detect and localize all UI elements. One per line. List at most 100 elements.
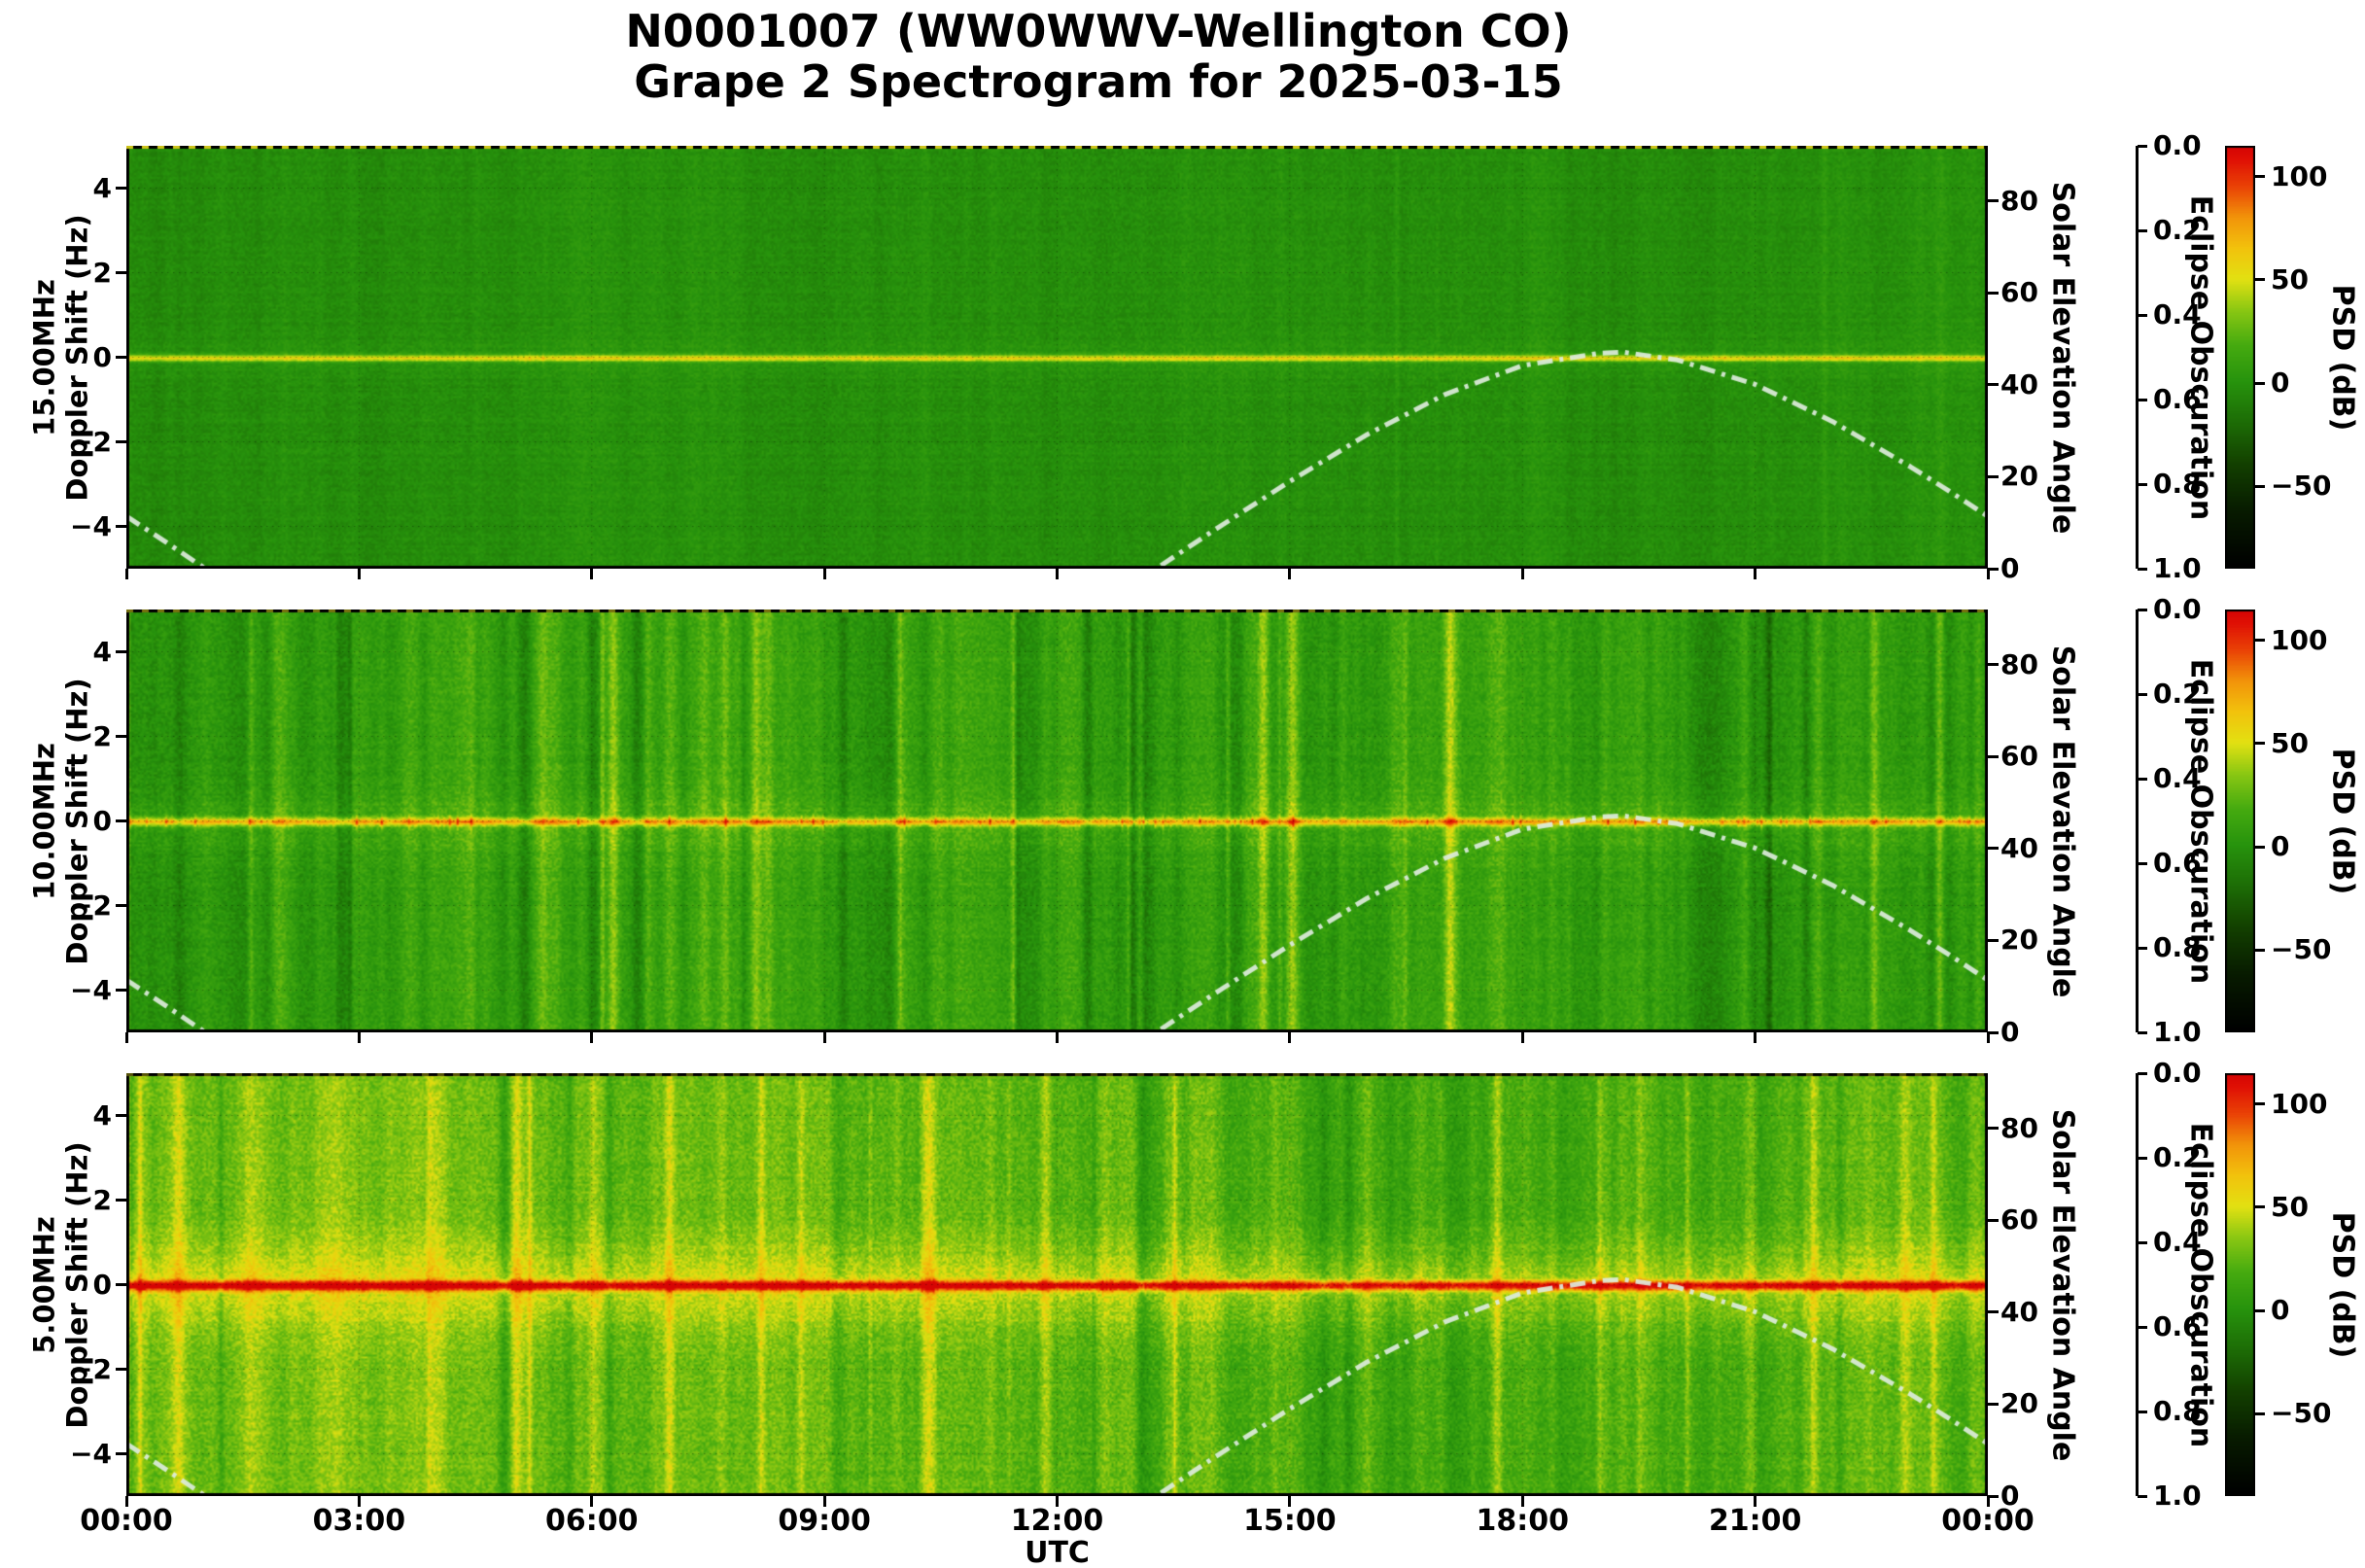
utc-tick-mark bbox=[1056, 569, 1059, 579]
solar-tick-label: 20 bbox=[2000, 460, 2038, 493]
eclipse-tick-mark bbox=[2138, 1325, 2147, 1329]
utc-tick-mark bbox=[1754, 1032, 1757, 1043]
doppler-tick-label: 2 bbox=[92, 719, 112, 752]
utc-tick-label: 12:00 bbox=[1010, 1504, 1104, 1538]
utc-tick-mark bbox=[822, 569, 826, 579]
solar-tick-label: 80 bbox=[2000, 1111, 2038, 1144]
utc-tick-mark bbox=[1288, 1032, 1292, 1043]
solar-tick-mark bbox=[1988, 938, 1999, 942]
utc-tick-mark bbox=[1520, 1496, 1524, 1507]
utc-tick-mark bbox=[1520, 1032, 1524, 1043]
eclipse-tick-label: 0.0 bbox=[2153, 593, 2202, 625]
eclipse-tick-label: 0.6 bbox=[2153, 1310, 2202, 1342]
colorbar-tick-label: −50 bbox=[2271, 933, 2332, 966]
solar-axis-title: Solar Elevation Angle bbox=[2045, 645, 2080, 997]
utc-tick-mark bbox=[822, 1032, 826, 1043]
doppler-tick-label: 0 bbox=[92, 340, 112, 373]
eclipse-tick-mark bbox=[2138, 1030, 2147, 1034]
figure-title-line1: N0001007 (WW0WWV-Wellington CO) bbox=[625, 5, 1572, 57]
doppler-tick-mark bbox=[116, 989, 126, 992]
eclipse-tick-mark bbox=[2138, 398, 2147, 401]
utc-tick-mark bbox=[124, 569, 128, 579]
eclipse-tick-label: 0.8 bbox=[2153, 1395, 2202, 1427]
eclipse-axis-spine bbox=[2136, 146, 2139, 569]
utc-tick-label: 00:00 bbox=[1941, 1504, 2035, 1538]
colorbar-axis-title: PSD (dB) bbox=[2325, 1211, 2360, 1358]
colorbar-tick-mark bbox=[2255, 742, 2265, 746]
solar-tick-mark bbox=[1988, 1030, 1999, 1034]
doppler-tick-mark bbox=[116, 650, 126, 653]
utc-tick-label: 03:00 bbox=[312, 1504, 406, 1538]
doppler-tick-label: 2 bbox=[92, 1183, 112, 1216]
solar-axis-title: Solar Elevation Angle bbox=[2045, 1108, 2080, 1461]
eclipse-tick-label: 0.0 bbox=[2153, 129, 2202, 161]
doppler-tick-mark bbox=[116, 1199, 126, 1202]
utc-tick-label: 15:00 bbox=[1243, 1504, 1337, 1538]
doppler-tick-mark bbox=[116, 1452, 126, 1455]
colorbar-tick-label: 100 bbox=[2271, 623, 2328, 656]
eclipse-tick-mark bbox=[2138, 1410, 2147, 1413]
colorbar-tick-mark bbox=[2255, 175, 2265, 179]
doppler-tick-label: −4 bbox=[70, 509, 112, 542]
utc-tick-mark bbox=[1986, 1032, 1990, 1043]
colorbar-tick-mark bbox=[2255, 1205, 2265, 1209]
x-axis-title: UTC bbox=[1025, 1536, 1090, 1568]
eclipse-tick-mark bbox=[2138, 228, 2147, 232]
spectrogram-canvas-500mhz bbox=[126, 1073, 1988, 1496]
utc-tick-mark bbox=[590, 569, 594, 579]
solar-tick-mark bbox=[1988, 1127, 1999, 1131]
solar-tick-mark bbox=[1988, 754, 1999, 758]
eclipse-axis-title: Eclipse Obscuration bbox=[2183, 194, 2218, 520]
eclipse-tick-mark bbox=[2138, 1156, 2147, 1160]
utc-tick-mark bbox=[1056, 1496, 1059, 1507]
doppler-tick-mark bbox=[116, 271, 126, 274]
utc-tick-mark bbox=[124, 1496, 128, 1507]
colorbar-tick-label: −50 bbox=[2271, 1397, 2332, 1430]
colorbar-tick-label: 0 bbox=[2271, 1294, 2290, 1327]
doppler-tick-label: 0 bbox=[92, 804, 112, 837]
eclipse-tick-mark bbox=[2138, 692, 2147, 696]
solar-tick-label: 60 bbox=[2000, 276, 2038, 309]
solar-tick-mark bbox=[1988, 474, 1999, 478]
doppler-tick-mark bbox=[116, 1368, 126, 1371]
eclipse-axis-spine bbox=[2136, 610, 2139, 1032]
eclipse-tick-label: 0.4 bbox=[2153, 1226, 2202, 1258]
utc-tick-mark bbox=[822, 1496, 826, 1507]
solar-tick-label: 0 bbox=[2000, 1016, 2020, 1048]
solar-tick-label: 0 bbox=[2000, 552, 2020, 584]
solar-tick-label: 40 bbox=[2000, 831, 2038, 864]
doppler-tick-label: −2 bbox=[70, 425, 112, 458]
doppler-tick-label: −2 bbox=[70, 889, 112, 922]
spectrogram-canvas-1000mhz bbox=[126, 610, 1988, 1032]
utc-tick-label: 21:00 bbox=[1708, 1504, 1802, 1538]
doppler-tick-mark bbox=[116, 525, 126, 528]
doppler-tick-label: −2 bbox=[70, 1352, 112, 1385]
solar-tick-label: 40 bbox=[2000, 1295, 2038, 1328]
eclipse-tick-mark bbox=[2138, 1240, 2147, 1244]
utc-tick-label: 06:00 bbox=[545, 1504, 639, 1538]
solar-tick-mark bbox=[1988, 663, 1999, 667]
colorbar-tick-mark bbox=[2255, 278, 2265, 282]
eclipse-tick-label: 0.6 bbox=[2153, 383, 2202, 415]
solar-tick-label: 60 bbox=[2000, 740, 2038, 773]
eclipse-tick-label: 0.8 bbox=[2153, 468, 2202, 500]
utc-tick-mark bbox=[590, 1032, 594, 1043]
colorbar-tick-mark bbox=[2255, 948, 2265, 952]
doppler-tick-label: 4 bbox=[92, 635, 112, 668]
doppler-tick-mark bbox=[116, 1114, 126, 1117]
solar-tick-label: 0 bbox=[2000, 1480, 2020, 1512]
colorbar-canvas-500mhz bbox=[2225, 1073, 2255, 1496]
eclipse-tick-label: 1.0 bbox=[2153, 552, 2202, 584]
eclipse-axis-title: Eclipse Obscuration bbox=[2183, 658, 2218, 984]
colorbar-tick-mark bbox=[2255, 381, 2265, 385]
solar-tick-mark bbox=[1988, 567, 1999, 571]
colorbar-tick-mark bbox=[2255, 1102, 2265, 1106]
solar-tick-label: 20 bbox=[2000, 1387, 2038, 1420]
eclipse-tick-mark bbox=[2138, 1071, 2147, 1075]
solar-tick-mark bbox=[1988, 199, 1999, 203]
solar-tick-mark bbox=[1988, 1402, 1999, 1406]
eclipse-tick-mark bbox=[2138, 144, 2147, 148]
utc-tick-mark bbox=[1056, 1032, 1059, 1043]
solar-tick-mark bbox=[1988, 1310, 1999, 1314]
colorbar-tick-label: 50 bbox=[2271, 726, 2309, 759]
